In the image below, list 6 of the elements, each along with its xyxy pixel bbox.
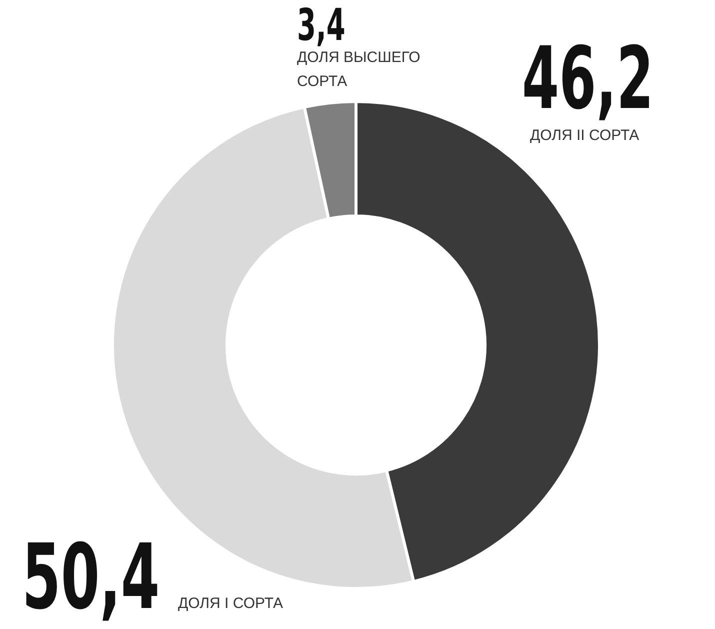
slice-label: ДОЛЯ II СОРТА	[530, 127, 640, 144]
data-label: 50,4	[22, 525, 160, 629]
data-label: 46,2	[522, 28, 654, 128]
slice-label: ДОЛЯ I СОРТА	[178, 595, 284, 612]
slice-label: ДОЛЯ ВЫСШЕГО СОРТА	[297, 49, 420, 90]
data-label: 3,4	[297, 0, 346, 51]
